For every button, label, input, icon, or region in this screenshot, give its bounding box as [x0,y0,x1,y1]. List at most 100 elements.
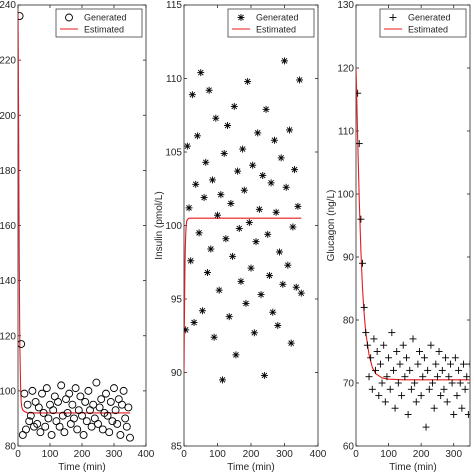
glucose-generated-point [42,384,51,393]
glucose-x-tick-label: 300 [106,449,123,460]
glucose-generated-point [58,411,67,420]
glucagon-generated-point [430,404,438,412]
glucagon-generated-point [409,335,417,343]
glucagon-x-axis-label: Time (min) [389,462,436,473]
insulin-generated-point [240,186,248,194]
insulin-generated-point [203,269,211,277]
insulin-generated-point [297,289,305,297]
insulin-generated-point [187,257,195,265]
insulin-generated-point [272,208,280,216]
glucagon-generated-point [407,385,415,393]
glucose-legend: Generated Estimated [55,8,143,38]
glucose-legend-label-estimated: Estimated [84,25,124,35]
glucose-generated-point [119,386,128,395]
insulin-legend-box [227,8,315,38]
glucagon-generated-point [380,341,388,349]
glucagon-generated-point [356,140,363,148]
glucose-estimated-line [18,10,130,414]
glucose-generated-point [78,411,86,420]
glucagon-generated-point [385,354,393,362]
glucose-generated-point [38,389,46,398]
glucagon-generated-point [425,385,433,393]
glucose-y-tick-label: 240 [0,0,16,11]
glucagon-x-tick-label: 100 [380,449,397,460]
glucagon-generated-point [416,348,424,355]
glucagon-generated-point [383,373,391,381]
glucose-generated-point [23,400,32,409]
glucagon-generated-point [411,379,419,387]
insulin-generated-point [245,219,253,227]
glucagon-generated-point [427,341,435,349]
insulin-generated-point [282,183,290,191]
insulin-generated-point [270,136,278,144]
glucose-y-tick-label: 100 [0,386,16,397]
glucose-generated-point [34,403,43,412]
insulin-generated-point [190,319,198,327]
glucose-generated-point [26,411,35,420]
glucagon-generated-point [398,392,406,400]
glucagon-x-tick-label: 0 [353,449,359,460]
insulin-generated-point [215,286,223,294]
glucagon-generated-point [438,366,446,374]
insulin-generated-point [286,126,294,134]
glucose-x-axis-label: Time (min) [58,462,105,473]
insulin-generated-point [229,252,237,260]
insulin-generated-point [210,333,218,341]
glucagon-generated-point [420,354,428,362]
insulin-generated-point [259,172,267,180]
glucose-generated-point [81,397,90,406]
glucagon-generated-point [432,360,440,368]
glucagon-y-tick-label: 120 [337,64,354,75]
glucagon-generated-point [464,411,470,418]
glucose-generated-point [84,386,93,395]
insulin-generated-point [202,158,210,166]
glucagon-generated-point [442,354,450,362]
glucagon-y-tick-label: 70 [343,379,355,390]
glucose-generated-point [121,414,130,423]
glucose-x-tick-label: 400 [138,449,155,460]
insulin-generated-point [287,339,295,347]
insulin-generated-point [197,69,205,77]
insulin-generated-point [242,299,250,307]
glucagon-generated-point [437,392,445,400]
glucagon-generated-point [362,329,370,337]
glucose-y-tick-label: 120 [0,331,16,342]
glucagon-generated-point [435,348,443,355]
glucose-y-tick-label: 80 [5,442,17,453]
insulin-generated-point [224,122,232,130]
glucagon-generated-point [367,354,375,362]
glucose-generated-point [97,395,106,404]
glucagon-y-tick-label: 110 [338,127,354,138]
insulin-generated-point [247,264,255,272]
glucose-generated-point [95,403,104,412]
glucagon-legend-label-estimated: Estimated [408,25,448,35]
insulin-y-tick-label: 115 [166,0,182,11]
glucose-generated-point [47,431,56,439]
glucose-generated-point [111,406,120,415]
glucose-generated-point [87,422,96,431]
glucagon-y-tick-label: 100 [337,190,354,201]
glucose-y-tick-label: 140 [0,276,16,287]
glucose-generated-point [18,12,24,20]
glucose-generated-point [118,400,126,409]
insulin-plot-area [184,57,305,384]
glucagon-generated-point [424,366,432,374]
glucagon-y-axis-label: Glucagon (ng/L) [326,190,337,262]
glucose-generated-point [36,428,45,437]
glucagon-generated-point [440,385,448,393]
insulin-plot-frame [183,4,319,447]
insulin-y-tick-label: 85 [171,442,183,453]
glucagon-generated-point [368,385,376,393]
insulin-generated-point [222,235,230,243]
glucose-generated-point [44,414,53,423]
insulin-y-tick-label: 100 [165,221,182,232]
glucagon-generated-point [443,398,451,406]
glucagon-generated-point [394,379,402,387]
glucagon-x-tick-label: 200 [413,449,430,460]
glucose-generated-point [55,422,64,431]
glucagon-generated-point [370,335,378,343]
glucose-legend-marker [65,13,73,22]
glucose-generated-point [63,408,72,417]
glucagon-generated-point [359,259,367,267]
insulin-generated-point [265,271,273,279]
